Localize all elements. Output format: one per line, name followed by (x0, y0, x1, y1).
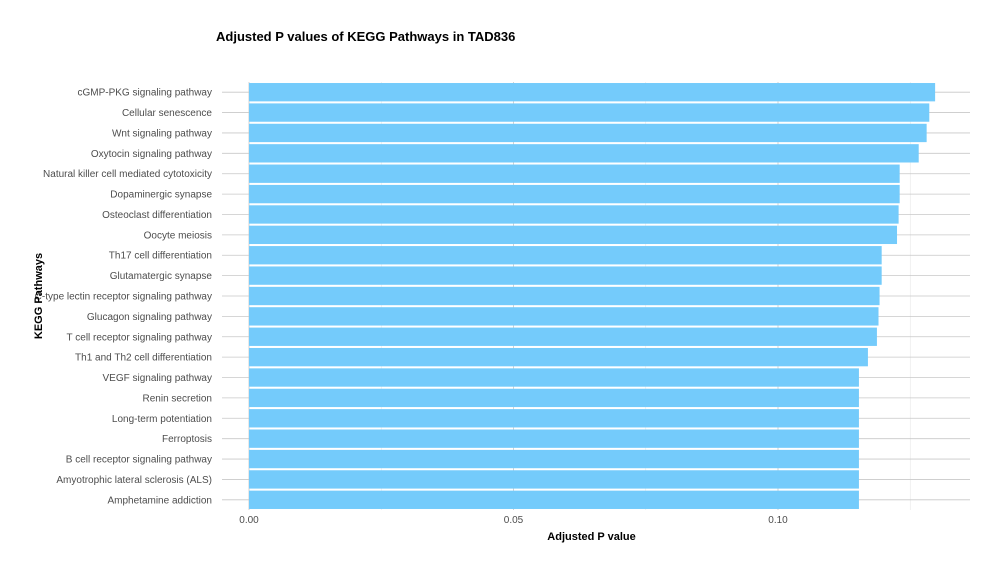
y-tick-label: B cell receptor signaling pathway (66, 455, 212, 466)
bar (249, 368, 859, 387)
bar (249, 103, 930, 122)
y-tick-label: Glucagon signaling pathway (87, 312, 212, 323)
y-tick-label: Oocyte meiosis (144, 230, 212, 241)
y-tick-label: Th17 cell differentiation (109, 251, 212, 262)
bar (249, 327, 877, 346)
y-tick-label: Glutamatergic synapse (110, 271, 213, 282)
y-tick-label: Wnt signaling pathway (112, 128, 212, 139)
chart-title: Adjusted P values of KEGG Pathways in TA… (216, 29, 515, 44)
y-tick-label: Ferroptosis (162, 434, 212, 445)
bar (249, 83, 936, 102)
bar (249, 388, 859, 408)
y-tick-label: Amyotrophic lateral sclerosis (ALS) (56, 475, 212, 486)
y-tick-label: Renin secretion (143, 393, 212, 404)
bar (249, 164, 900, 183)
bar (249, 246, 882, 265)
bar (249, 123, 927, 143)
bars (249, 83, 936, 509)
y-tick-label: Oxytocin signaling pathway (91, 149, 212, 160)
x-tick-label: 0.10 (768, 515, 788, 526)
bar (249, 409, 859, 428)
y-tick-labels: cGMP-PKG signaling pathway Cellular senes… (35, 88, 213, 507)
y-tick-label: C-type lectin receptor signaling pathway (35, 292, 212, 303)
y-tick-label: VEGF signaling pathway (102, 373, 212, 384)
bar (249, 347, 868, 367)
bar (249, 144, 919, 163)
x-axis-title: Adjusted P value (547, 531, 635, 543)
y-tick-label: Natural killer cell mediated cytotoxicit… (43, 169, 212, 180)
bar (249, 205, 899, 224)
bar (249, 225, 898, 245)
y-tick-label: cGMP-PKG signaling pathway (77, 88, 212, 99)
y-tick-label: Amphetamine addiction (107, 495, 212, 506)
y-axis-title: KEGG Pathways (33, 253, 45, 339)
x-tick-label: 0.00 (239, 515, 259, 526)
bar (249, 286, 880, 306)
y-tick-label: Osteoclast differentiation (102, 210, 212, 221)
bar (249, 307, 879, 326)
bar (249, 429, 859, 448)
x-tick-labels: 0.00 0.05 0.10 (239, 515, 788, 526)
bar (249, 184, 900, 204)
y-tick-label: Th1 and Th2 cell differentiation (75, 353, 212, 364)
y-tick-label: Dopaminergic synapse (110, 190, 212, 201)
y-tick-label: Long-term potentiation (112, 414, 212, 425)
y-tick-label: T cell receptor signaling pathway (67, 332, 212, 343)
bar (249, 470, 859, 489)
y-tick-label: Cellular senescence (122, 108, 212, 119)
bar (249, 490, 859, 509)
bar (249, 449, 859, 469)
x-tick-label: 0.05 (504, 515, 524, 526)
bar (249, 266, 882, 285)
